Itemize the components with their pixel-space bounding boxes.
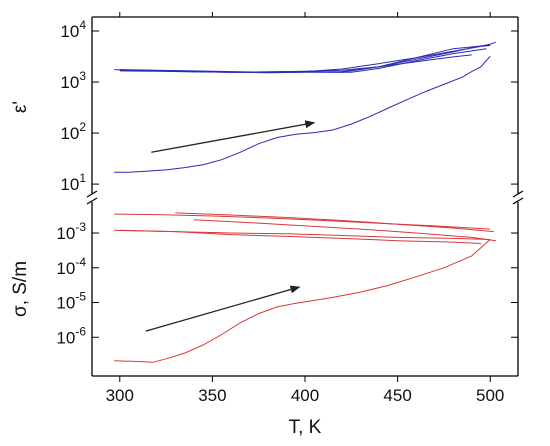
sigma-series-2 <box>175 212 494 233</box>
sigma-y-tick-label--6: 10-6 <box>56 324 86 347</box>
x-tick-label-300: 300 <box>106 386 134 405</box>
sigma-series-5 <box>193 219 496 242</box>
epsilon-series-group <box>114 41 496 173</box>
epsilon-y-tick-label-4: 104 <box>60 18 86 41</box>
epsilon-y-tick-label-2: 102 <box>60 120 86 143</box>
right-axis-break-mark-1 <box>512 190 524 198</box>
epsilon-y-axis-label: ε' <box>10 101 31 113</box>
sigma-series-6 <box>114 239 491 363</box>
sigma-series-4 <box>119 229 482 244</box>
epsilon-series-2 <box>119 44 491 73</box>
right-axis-break-gap <box>512 194 524 202</box>
left-axis-break-mark-2 <box>86 197 98 205</box>
sigma-series-1 <box>114 213 491 230</box>
sigma-y-axis-label: σ, S/m <box>10 261 31 317</box>
epsilon-series-5 <box>119 54 472 73</box>
x-tick-label-450: 450 <box>383 386 411 405</box>
x-tick-label-400: 400 <box>291 386 319 405</box>
epsilon-series-1 <box>114 41 496 73</box>
x-tick-label-350: 350 <box>198 386 226 405</box>
epsilon-series-6 <box>114 55 491 173</box>
sigma-y-tick-label--4: 10-4 <box>56 255 86 278</box>
epsilon-y-tick-label-1: 101 <box>60 171 86 194</box>
sigma-heating-arrow <box>145 285 301 332</box>
epsilon-series-4 <box>119 48 487 74</box>
left-axis-break-mark-1 <box>86 190 98 198</box>
epsilon-y-tick-label-3: 103 <box>60 69 86 92</box>
x-tick-label-500: 500 <box>476 386 504 405</box>
epsilon-heating-arrow <box>151 120 316 153</box>
sigma-y-tick-label--5: 10-5 <box>56 290 86 313</box>
left-axis-break-gap <box>86 194 98 202</box>
right-axis-break-mark-2 <box>512 197 524 205</box>
sigma-y-tick-label--3: 10-3 <box>56 220 86 243</box>
sigma-series-group <box>114 212 496 363</box>
x-axis-label: T, K <box>289 417 322 438</box>
